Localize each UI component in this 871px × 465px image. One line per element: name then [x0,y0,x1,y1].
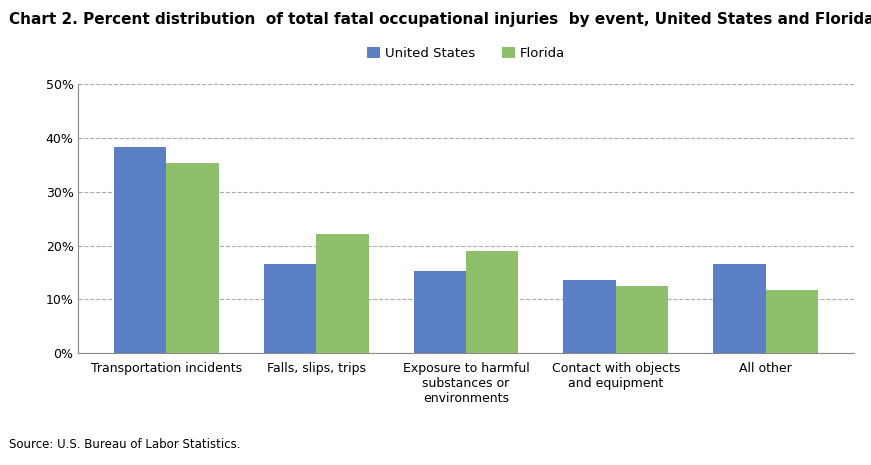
Text: Source: U.S. Bureau of Labor Statistics.: Source: U.S. Bureau of Labor Statistics. [9,438,240,451]
Bar [113,147,166,353]
Bar [564,279,616,353]
Bar [264,265,316,353]
Bar [616,286,668,353]
Text: Chart 2. Percent distribution  of total fatal occupational injuries  by event, U: Chart 2. Percent distribution of total f… [9,12,871,27]
Bar [466,251,518,353]
Bar [414,271,466,353]
Bar [166,163,219,353]
Bar [316,234,368,353]
Bar [766,290,819,353]
Bar [713,265,766,353]
Legend: United States, Florida: United States, Florida [361,42,571,66]
